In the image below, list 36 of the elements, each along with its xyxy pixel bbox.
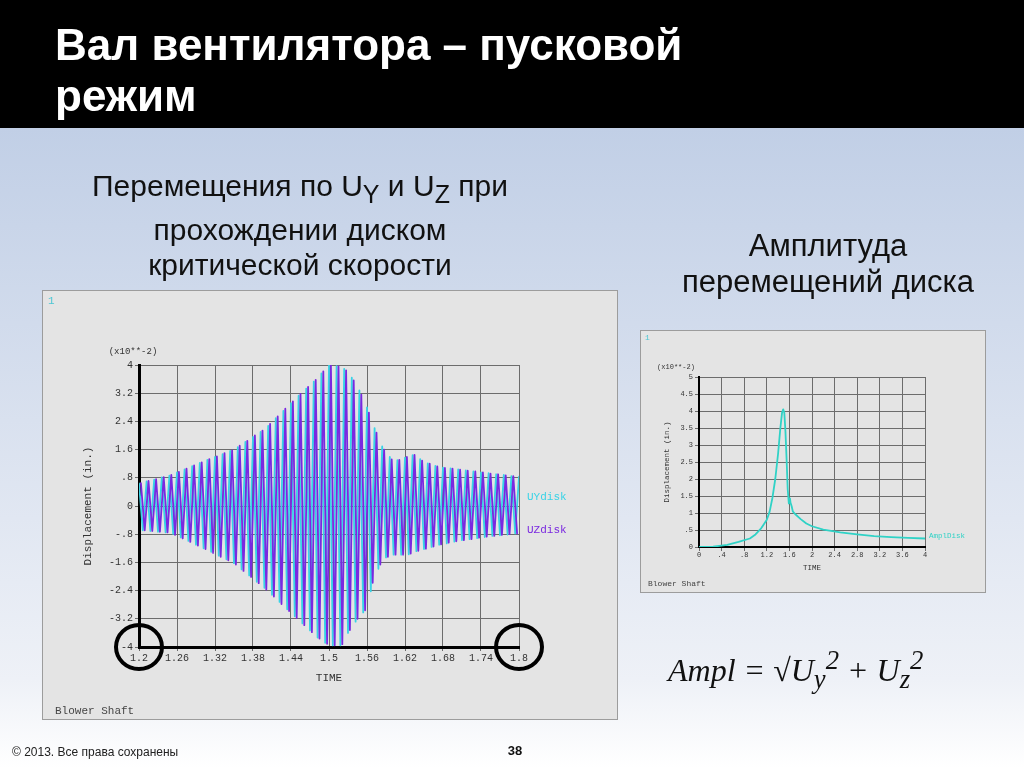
y-tick-label: 4 [126,359,133,371]
x-tick-label: 1.26 [164,652,190,664]
x-tick-label: 1.32 [202,652,228,664]
text: © 2013. Все права сохранены [12,745,179,759]
text: 38 [507,743,523,758]
y-tick-label: -2.4 [108,585,133,597]
y-axis-title: Displacement (in.) [81,446,94,566]
text: 1 [48,294,55,307]
chart-subtitle: Перемещения по U$_{Y}$ и U$_{Z}$ при прохождении диском критической скорости [92,169,508,281]
chart-title: Вал вентилятора – пусковой режим [55,20,683,120]
text: (x10**-2) [108,347,158,358]
x-tick-label: 1.62 [392,652,418,664]
text: Blower Shaft [648,579,706,589]
y-tick-label: 0 [126,500,133,512]
y-tick-label: 1.6 [114,444,133,456]
y-tick-label: -3.2 [108,613,133,625]
x-axis-title: TIME [315,671,343,684]
x-tick-label: 1.68 [430,652,456,664]
text: 1 [645,333,650,343]
y-tick-label: -.8 [114,528,133,540]
x-tick-label: 1.5 [319,652,339,664]
y-tick-label: -1.6 [108,557,133,569]
y-tick-label: 3.2 [114,387,133,399]
chart-title: Амплитуда перемещений диска [681,228,975,299]
text: Blower Shaft [55,704,135,717]
y-tick-label: .8 [120,472,133,484]
y-tick-label: 2.4 [114,416,133,428]
x-tick-label: 1.44 [278,652,304,664]
x-tick-label: 1.8 [509,652,529,664]
x-tick-label: 1.38 [240,652,266,664]
series-label: UYdisk [527,490,568,503]
series-label: UZdisk [527,523,568,536]
x-tick-label: 1.2 [129,652,149,664]
x-tick-label: 1.56 [354,652,380,664]
y-tick-label: -4 [120,641,133,653]
x-tick-label: 1.74 [468,652,494,664]
